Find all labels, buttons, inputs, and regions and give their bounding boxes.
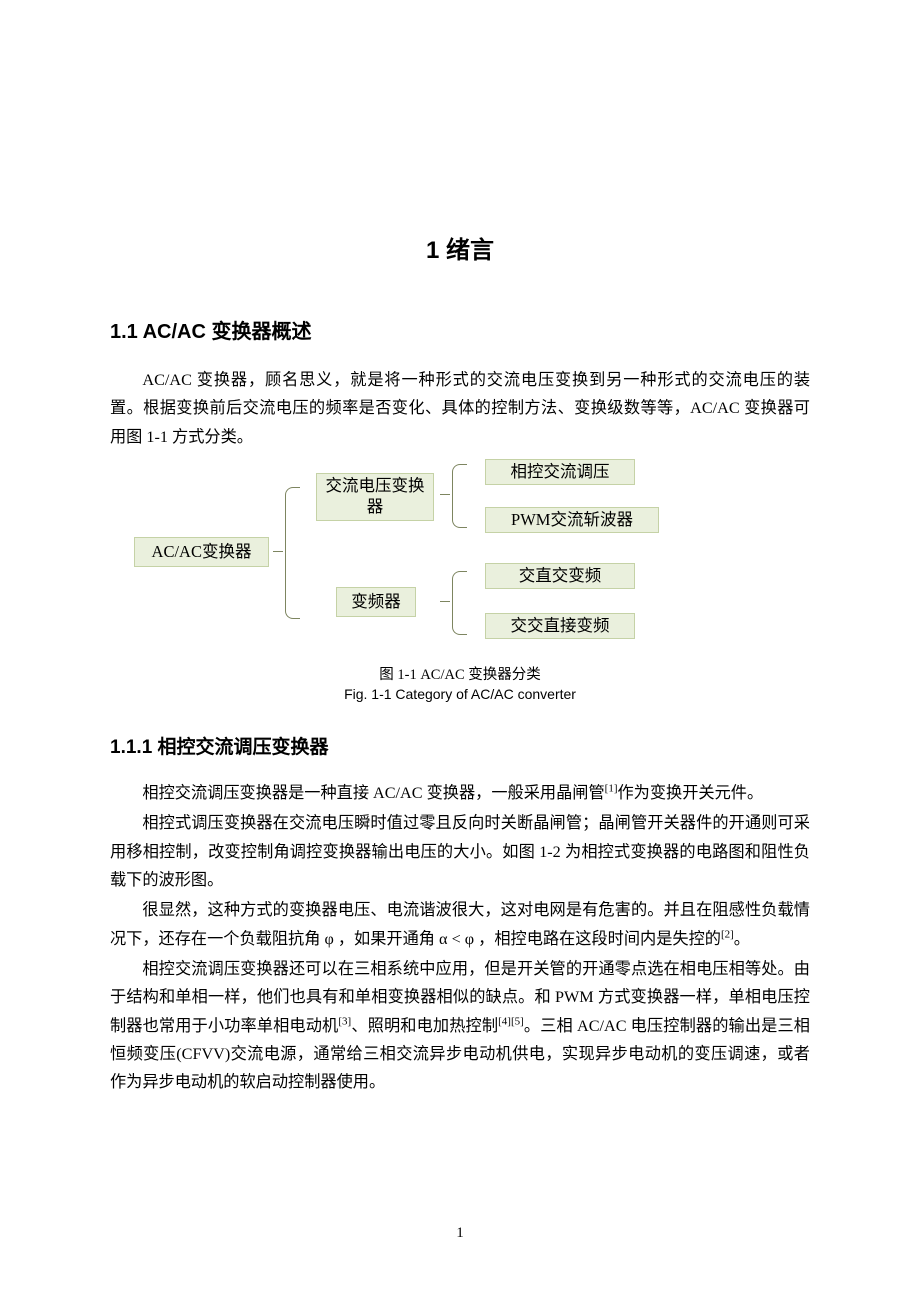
paragraph: 相控交流调压变换器还可以在三相系统中应用，但是开关管的开通零点选在相电压相等处。…: [110, 955, 810, 1097]
paragraph: AC/AC 变换器，顾名思义，就是将一种形式的交流电压变换到另一种形式的交流电压…: [110, 366, 810, 451]
paragraph: 相控交流调压变换器是一种直接 AC/AC 变换器，一般采用晶闸管[1]作为变换开…: [110, 779, 810, 807]
figure-caption-cn: 图 1-1 AC/AC 变换器分类: [110, 663, 810, 684]
diagram-node-group2: 变频器: [336, 587, 416, 617]
diagram-node-leaf3: 交直交变频: [485, 563, 635, 589]
citation-sup: [4][5]: [498, 1015, 524, 1027]
citation-sup: [2]: [721, 928, 734, 940]
text-run: 。: [734, 930, 750, 948]
diagram-brace: [452, 571, 467, 635]
acac-category-diagram: AC/AC变换器 交流电压变换器 变频器 相控交流调压 PWM交流斩波器 交直交…: [120, 459, 800, 659]
diagram-node-leaf2: PWM交流斩波器: [485, 507, 659, 533]
text-run: 相控交流调压变换器是一种直接 AC/AC 变换器，一般采用晶闸管: [142, 784, 604, 802]
diagram-brace: [285, 487, 300, 619]
diagram-brace-tip: [273, 551, 283, 552]
page: 1 绪言 1.1 AC/AC 变换器概述 AC/AC 变换器，顾名思义，就是将一…: [0, 0, 920, 1302]
section-heading-1-1: 1.1 AC/AC 变换器概述: [110, 315, 810, 344]
diagram-brace-tip: [440, 601, 450, 602]
text-run: 、照明和电加热控制: [351, 1017, 498, 1035]
diagram-node-root: AC/AC变换器: [134, 537, 269, 567]
text-run: 很显然，这种方式的变换器电压、电流谐波很大，这对电网是有危害的。并且在阻感性负载…: [110, 901, 810, 947]
diagram-node-leaf1: 相控交流调压: [485, 459, 635, 485]
paragraph: 很显然，这种方式的变换器电压、电流谐波很大，这对电网是有危害的。并且在阻感性负载…: [110, 896, 810, 953]
citation-sup: [3]: [338, 1015, 351, 1027]
figure-caption-en: Fig. 1-1 Category of AC/AC converter: [110, 686, 810, 702]
section-heading-1-1-1: 1.1.1 相控交流调压变换器: [110, 732, 810, 759]
diagram-brace: [452, 464, 467, 528]
paragraph: 相控式调压变换器在交流电压瞬时值过零且反向时关断晶闸管；晶闸管开关器件的开通则可…: [110, 809, 810, 894]
chapter-title: 1 绪言: [110, 230, 810, 265]
diagram-brace-tip: [440, 494, 450, 495]
page-number: 1: [0, 1225, 920, 1242]
diagram-node-group1: 交流电压变换器: [316, 473, 434, 521]
text-run: 作为变换开关元件。: [617, 784, 763, 802]
citation-sup: [1]: [605, 783, 618, 795]
diagram-node-leaf4: 交交直接变频: [485, 613, 635, 639]
